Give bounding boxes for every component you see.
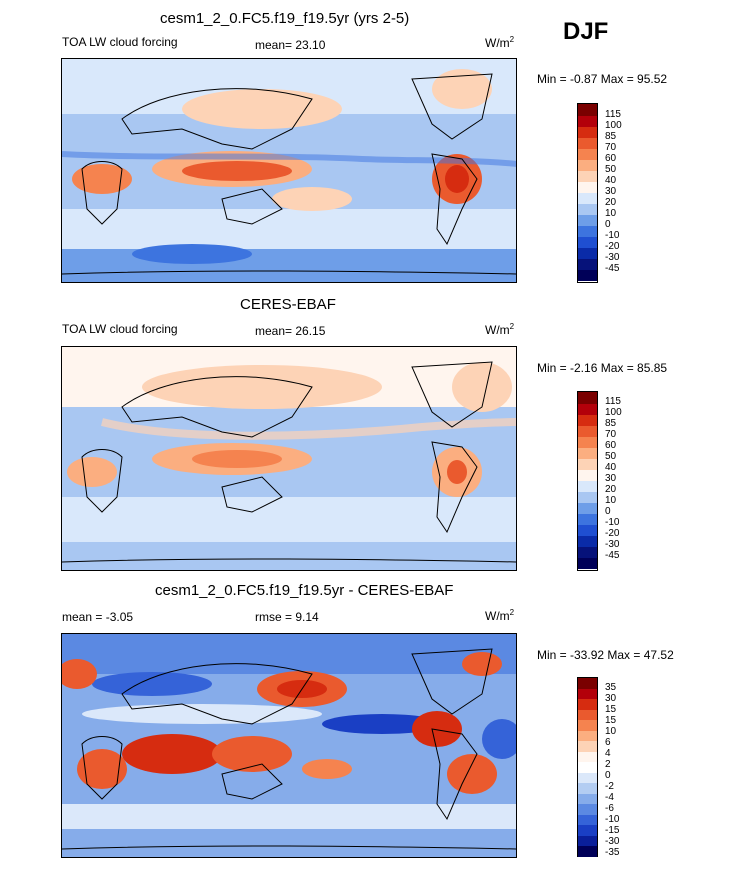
colorbar-tick: 15 xyxy=(605,704,617,715)
colorbar-tick: -45 xyxy=(605,550,620,561)
panel-left-label: TOA LW cloud forcing xyxy=(62,35,178,49)
colorbar-tick: -45 xyxy=(605,263,620,274)
map-observations xyxy=(61,346,517,571)
colorbar-tick: 115 xyxy=(605,396,621,407)
colorbar-tick: 2 xyxy=(605,759,611,770)
colorbar-tick: -15 xyxy=(605,825,620,836)
colorbar-tick: 40 xyxy=(605,175,617,186)
colorbar-tick: 10 xyxy=(605,495,617,506)
panel-rmse-label: rmse = 9.14 xyxy=(255,610,319,624)
colorbar-tick: 85 xyxy=(605,131,617,142)
colorbar-tick: 60 xyxy=(605,153,617,164)
colorbar-tick: -35 xyxy=(605,847,620,858)
colorbar-tick: 70 xyxy=(605,142,617,153)
colorbar-tick: 30 xyxy=(605,186,617,197)
panel-units: W/m2 xyxy=(485,35,515,50)
panel-title: CERES-EBAF xyxy=(240,296,336,313)
colorbar-tick: 10 xyxy=(605,208,617,219)
colorbar-tick: 10 xyxy=(605,726,617,737)
panel-minmax: Min = -2.16 Max = 85.85 xyxy=(537,361,668,375)
colorbar xyxy=(577,103,598,283)
colorbar-tick: -10 xyxy=(605,814,620,825)
colorbar-tick: -20 xyxy=(605,241,620,252)
panel-units: W/m2 xyxy=(485,608,515,623)
colorbar-tick: 85 xyxy=(605,418,617,429)
colorbar-tick: 100 xyxy=(605,120,622,131)
colorbar-tick: -2 xyxy=(605,781,614,792)
colorbar-tick: 0 xyxy=(605,506,611,517)
season-label: DJF xyxy=(563,18,609,45)
colorbar-tick: 0 xyxy=(605,219,611,230)
colorbar-tick: 20 xyxy=(605,197,617,208)
colorbar-tick: -20 xyxy=(605,528,620,539)
colorbar-tick: 20 xyxy=(605,484,617,495)
panel-minmax: Min = -0.87 Max = 95.52 xyxy=(537,72,668,86)
colorbar-tick: 50 xyxy=(605,451,617,462)
panel-units: W/m2 xyxy=(485,322,515,337)
panel-minmax: Min = -33.92 Max = 47.52 xyxy=(537,648,674,662)
panel-mean-label: mean= 23.10 xyxy=(255,38,326,52)
panel-mean-label: mean = -3.05 xyxy=(62,610,134,624)
colorbar xyxy=(577,391,598,571)
panel-title: cesm1_2_0.FC5.f19_f19.5yr (yrs 2-5) xyxy=(160,10,410,27)
colorbar-tick: -30 xyxy=(605,836,620,847)
panel-title: cesm1_2_0.FC5.f19_f19.5yr - CERES-EBAF xyxy=(155,582,454,599)
colorbar-tick: 115 xyxy=(605,109,621,120)
colorbar-tick: -6 xyxy=(605,803,614,814)
colorbar-tick: 70 xyxy=(605,429,617,440)
panel-mean-label: mean= 26.15 xyxy=(255,324,326,338)
colorbar-tick: 40 xyxy=(605,462,617,473)
map-difference xyxy=(61,633,517,858)
colorbar-tick: 15 xyxy=(605,715,617,726)
colorbar-tick: -10 xyxy=(605,517,620,528)
colorbar-tick: 50 xyxy=(605,164,617,175)
colorbar-tick: -10 xyxy=(605,230,620,241)
colorbar-tick: -30 xyxy=(605,539,620,550)
colorbar-tick: 60 xyxy=(605,440,617,451)
colorbar-tick: -4 xyxy=(605,792,614,803)
colorbar-tick: 4 xyxy=(605,748,611,759)
colorbar-tick: 35 xyxy=(605,682,617,693)
colorbar-tick: 30 xyxy=(605,693,617,704)
colorbar-tick: 100 xyxy=(605,407,622,418)
colorbar-tick: -30 xyxy=(605,252,620,263)
colorbar xyxy=(577,677,598,857)
map-model xyxy=(61,58,517,283)
colorbar-tick: 6 xyxy=(605,737,611,748)
panel-left-label: TOA LW cloud forcing xyxy=(62,322,178,336)
colorbar-tick: 30 xyxy=(605,473,617,484)
colorbar-tick: 0 xyxy=(605,770,611,781)
